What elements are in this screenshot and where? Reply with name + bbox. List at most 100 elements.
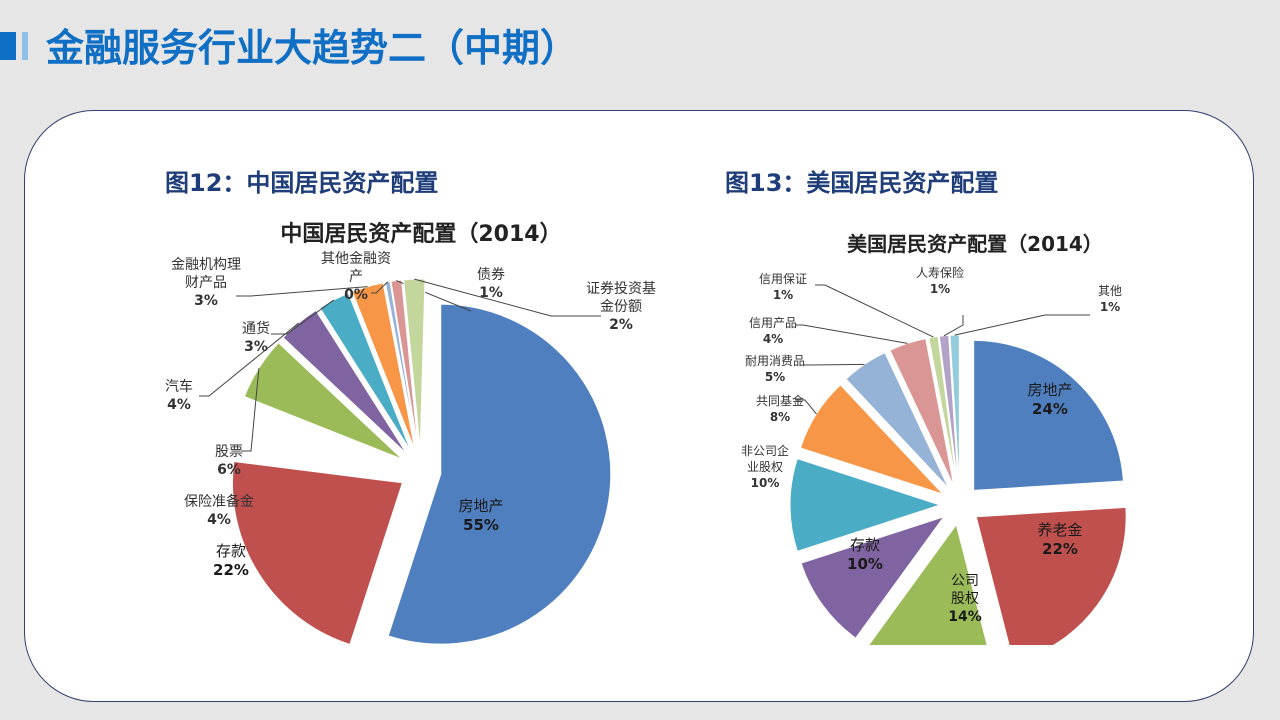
slice-label: 通货 3% xyxy=(242,320,270,355)
slice-label-value: 4% xyxy=(167,397,191,413)
leader-line xyxy=(795,324,908,344)
slice-label-value: 24% xyxy=(1032,400,1068,418)
slice-label-name: 业股权 xyxy=(747,460,783,474)
slice-label: 汽车 4% xyxy=(165,378,193,413)
slice-label-value: 10% xyxy=(847,555,883,573)
slice-label-value: 1% xyxy=(930,282,950,296)
pie-slice xyxy=(868,523,988,645)
slice-label: 股票 6% xyxy=(215,444,243,478)
pie-slice xyxy=(230,402,400,467)
leader-line xyxy=(236,286,368,297)
us-asset-pie-chart: 美国居民资产配置（2014）房地产24%养老金22%公司股权14%存款10%非公… xyxy=(741,232,1127,645)
slice-label-name: 养老金 xyxy=(1037,521,1082,539)
slice-label-value: 1% xyxy=(773,288,793,302)
slice-label-name: 金融机构理 xyxy=(171,257,241,273)
slice-label-value: 22% xyxy=(1042,540,1078,558)
pie-slice xyxy=(231,460,404,646)
slice-label-name: 金份额 xyxy=(600,299,642,315)
pie-slice xyxy=(800,515,946,639)
slice-label-value: 22% xyxy=(213,561,249,579)
slice-label-name: 信用保证 xyxy=(759,272,807,286)
title-accent-stripe xyxy=(22,32,28,60)
leader-line xyxy=(795,399,817,415)
slice-label-name: 证券投资基 xyxy=(586,280,656,297)
slice-label-name: 信用产品 xyxy=(749,316,797,330)
slice-label-value: 14% xyxy=(948,609,982,625)
title-accent-block xyxy=(0,32,16,60)
slice-label: 债券 1% xyxy=(477,267,505,301)
slice-label-name: 存款 xyxy=(850,536,880,554)
pie-slice xyxy=(975,506,1127,645)
slice-label-name: 非公司企 xyxy=(741,443,789,458)
pie-slice xyxy=(845,352,950,489)
chart-title: 中国居民资产配置（2014） xyxy=(280,222,561,247)
slice-label: 其他 1% xyxy=(1098,284,1122,314)
slice-label-name: 房地产 xyxy=(1027,381,1072,399)
slice-label-name: 其他 xyxy=(1098,284,1122,298)
leader-line xyxy=(199,322,299,397)
figure-13-caption: 图13：美国居民资产配置 xyxy=(725,169,999,197)
pie-slice xyxy=(938,334,959,486)
slice-label-value: 1% xyxy=(479,285,503,301)
slice-label-name: 耐用消费品 xyxy=(745,354,805,368)
pie-slice xyxy=(390,279,419,450)
slice-label-name: 债券 xyxy=(477,267,505,283)
slice-label: 保险准备金 4% xyxy=(184,493,254,528)
pie-slice xyxy=(384,280,418,450)
slice-label-value: 3% xyxy=(244,339,268,355)
slice-label: 信用产品 4% xyxy=(749,316,797,346)
slice-label-name: 其他金融资 xyxy=(321,251,391,267)
page-title: 金融服务行业大趋势二（中期） xyxy=(46,26,579,70)
pie-slice xyxy=(387,303,612,645)
slice-label: 共同基金 8% xyxy=(756,393,804,424)
slice-label-value: 5% xyxy=(765,370,785,384)
slice-label: 人寿保险 1% xyxy=(916,265,964,296)
slice-label-value: 4% xyxy=(763,332,783,346)
pie-slice xyxy=(973,339,1124,491)
leader-line xyxy=(271,299,335,335)
figure-12-caption: 图12：中国居民资产配置 xyxy=(165,169,439,197)
slice-label-name: 产 xyxy=(349,269,363,285)
slice-label-name: 房地产 xyxy=(458,497,503,515)
title-bar: 金融服务行业大趋势二（中期） xyxy=(0,22,1280,74)
leader-line xyxy=(815,284,934,338)
slice-label-name: 存款 xyxy=(216,542,246,560)
slice-label-value: 1% xyxy=(1100,300,1120,314)
slice-label-value: 10% xyxy=(751,476,780,490)
slice-label: 信用保证 1% xyxy=(759,272,807,302)
slice-label-value: 0% xyxy=(344,287,368,303)
slice-label-name: 股票 xyxy=(215,444,243,460)
slice-label-name: 保险准备金 xyxy=(184,493,254,510)
slice-label-value: 55% xyxy=(463,516,499,534)
pie-slice xyxy=(789,458,942,552)
slice-label-value: 6% xyxy=(217,462,241,478)
slice-label-name: 共同基金 xyxy=(756,393,804,408)
slice-label-value: 4% xyxy=(207,512,231,528)
slice-label-value: 3% xyxy=(194,293,218,309)
chart-title: 美国居民资产配置（2014） xyxy=(847,232,1103,256)
leader-line xyxy=(241,368,260,452)
slice-label-name: 股权 xyxy=(951,591,979,607)
slice-label-value: 2% xyxy=(609,317,633,333)
pie-slice xyxy=(319,292,412,452)
pie-slice xyxy=(403,278,426,450)
leader-line xyxy=(371,281,389,294)
slice-label-value: 8% xyxy=(770,410,790,424)
slice-label-name: 汽车 xyxy=(165,378,193,395)
slice-label-name: 人寿保险 xyxy=(916,265,964,280)
slice-label-name: 通货 xyxy=(242,320,270,337)
leader-line xyxy=(414,278,601,317)
leader-line xyxy=(954,314,1090,336)
slice-label: 耐用消费品 5% xyxy=(745,354,805,384)
